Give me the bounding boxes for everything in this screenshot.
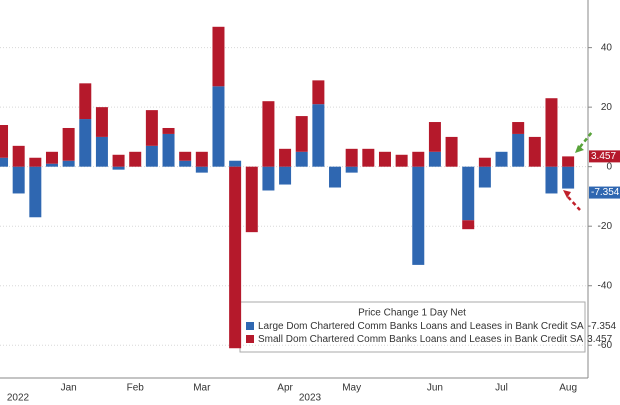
bar (512, 133, 525, 167)
last-value-box (589, 150, 620, 163)
bar (262, 166, 275, 191)
bar (545, 98, 558, 167)
bar (245, 166, 258, 233)
x-tick-label: Apr (277, 383, 293, 394)
y-tick-label: -60 (598, 340, 613, 351)
year-label: 2022 (7, 393, 30, 404)
bar (62, 160, 75, 167)
bar (112, 154, 125, 167)
bar (478, 157, 491, 167)
legend-value: 3.457 (587, 334, 612, 345)
bar (562, 156, 575, 167)
green-arrow-head (575, 145, 584, 153)
bar (345, 166, 358, 173)
bar (29, 157, 42, 167)
bar (445, 136, 458, 167)
last-value-label: -7.354 (591, 187, 620, 198)
bar (262, 101, 275, 167)
bar (129, 151, 142, 167)
bar (195, 166, 208, 173)
bar (545, 166, 558, 194)
last-value-box (589, 186, 620, 199)
y-tick-label: -40 (598, 280, 613, 291)
bar (395, 154, 408, 167)
bar (495, 151, 508, 167)
bar (362, 148, 375, 167)
bar (229, 160, 242, 167)
bar (0, 125, 9, 158)
bar (428, 122, 441, 152)
bar (45, 151, 58, 164)
bar (295, 151, 308, 167)
bar (462, 220, 475, 230)
bar (145, 145, 158, 167)
bar (179, 151, 192, 161)
bar (412, 166, 425, 265)
legend-swatch (246, 335, 254, 343)
x-tick-label: Aug (559, 383, 577, 394)
y-tick-label: 0 (606, 161, 612, 172)
last-value-label: 3.457 (591, 151, 616, 162)
x-tick-label: Feb (127, 383, 145, 394)
bar (212, 26, 225, 87)
x-tick-label: Jun (427, 383, 443, 394)
bar (378, 151, 391, 167)
bar (195, 151, 208, 167)
bar (295, 116, 308, 152)
bar (62, 127, 75, 161)
bar (329, 166, 342, 188)
bar (229, 166, 242, 349)
bar (279, 148, 292, 167)
bar (179, 160, 192, 167)
bar (428, 151, 441, 167)
bar (79, 83, 92, 120)
legend-value: -7.354 (588, 321, 617, 332)
bar (112, 166, 125, 170)
y-tick-label: 20 (601, 102, 613, 113)
legend-name: Large Dom Chartered Comm Banks Loans and… (258, 321, 584, 332)
x-tick-label: Mar (193, 383, 211, 394)
bar (412, 151, 425, 167)
bar (95, 107, 108, 137)
y-tick-label: -20 (598, 221, 613, 232)
x-tick-label: Jan (61, 383, 77, 394)
bar (95, 136, 108, 167)
bar (45, 163, 58, 167)
bar (312, 104, 325, 167)
green-arrow (579, 131, 593, 148)
bar (12, 145, 25, 167)
bar (345, 148, 358, 167)
legend-swatch (246, 322, 254, 330)
bar (29, 166, 42, 218)
bar (212, 86, 225, 167)
bar (312, 80, 325, 105)
legend-name: Small Dom Chartered Comm Banks Loans and… (258, 334, 583, 345)
red-arrow (567, 196, 581, 211)
bar (478, 166, 491, 188)
bar (0, 157, 9, 167)
bar (162, 127, 175, 134)
bar (145, 110, 158, 146)
y-tick-label: 40 (601, 42, 613, 53)
bar (162, 133, 175, 167)
year-label: 2023 (299, 393, 322, 404)
bar (12, 166, 25, 194)
bar (462, 166, 475, 221)
x-tick-label: Jul (495, 383, 508, 394)
legend-title: Price Change 1 Day Net (358, 308, 466, 319)
x-tick-label: May (342, 383, 361, 394)
bar (562, 166, 575, 189)
red-arrow-head (563, 190, 571, 198)
bar (79, 119, 92, 167)
legend-label: Large Dom Chartered Comm Banks Loans and… (258, 321, 617, 332)
legend-label: Small Dom Chartered Comm Banks Loans and… (258, 334, 613, 345)
bar (528, 136, 541, 167)
bar (279, 166, 292, 185)
bar (512, 122, 525, 134)
